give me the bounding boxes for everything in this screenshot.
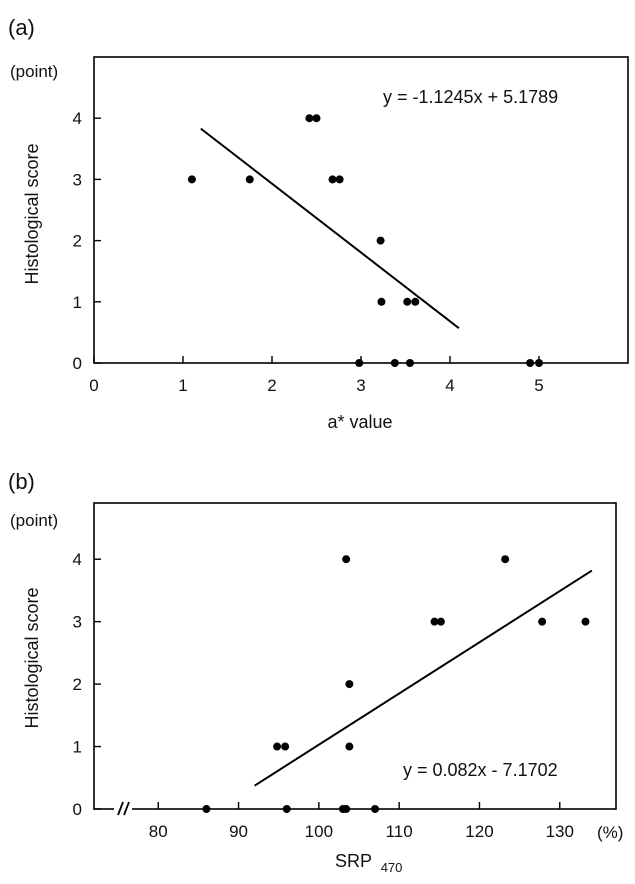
data-point — [526, 359, 535, 367]
panel-a-x-title: a* value — [327, 412, 392, 432]
data-point — [312, 114, 321, 123]
panel-a-trendline — [200, 127, 460, 330]
y-tick-label: 3 — [73, 170, 82, 189]
panel-b-points — [202, 555, 590, 813]
data-point — [187, 175, 196, 184]
data-point — [538, 617, 547, 626]
panel-a-equation: y = -1.1245x + 5.1789 — [383, 87, 558, 107]
x-tick-label: 100 — [305, 822, 333, 841]
panel-b-plot-frame — [93, 502, 617, 810]
x-tick-label: 120 — [465, 822, 493, 841]
y-tick-label: 0 — [73, 800, 82, 819]
x-tick-label: 110 — [386, 822, 413, 841]
panel-b-y-ticks: 0 1 2 3 4 — [73, 550, 101, 819]
data-point — [501, 555, 510, 564]
data-point — [430, 617, 439, 626]
panel-b-x-ticks: 80 90 100 110 120 130 — [149, 802, 574, 841]
chart-panel-b: (b) (point) 0 1 2 3 4 80 90 100 110 120 130 y = 0… — [8, 469, 623, 875]
y-tick-label: 0 — [73, 354, 82, 373]
data-point — [535, 359, 543, 367]
x-tick-label: 80 — [149, 822, 168, 841]
data-point — [376, 236, 385, 245]
data-point — [377, 297, 386, 306]
y-tick-label: 3 — [73, 613, 82, 632]
x-tick-label: 1 — [178, 376, 187, 395]
panel-b-equation: y = 0.082x - 7.1702 — [403, 760, 558, 780]
data-point — [581, 617, 590, 626]
x-tick-label: 2 — [267, 376, 276, 395]
panel-a-y-ticks: 0 1 2 3 4 — [73, 109, 101, 373]
data-point — [282, 805, 291, 813]
y-tick-label: 2 — [73, 232, 82, 251]
x-tick-label: 5 — [534, 376, 543, 395]
data-point — [335, 175, 344, 184]
panel-b-axis-break-icon — [114, 801, 132, 817]
data-point — [345, 680, 354, 689]
panel-b-x-unit: (%) — [597, 823, 623, 842]
x-tick-label: 90 — [229, 822, 248, 841]
x-tick-label: 0 — [89, 376, 98, 395]
panel-a-y-title: Histological score — [22, 143, 42, 284]
panel-a-label: (a) — [8, 15, 35, 40]
x-tick-label: 3 — [356, 376, 365, 395]
y-tick-label: 1 — [73, 293, 82, 312]
data-point — [405, 359, 414, 367]
data-point — [281, 742, 290, 751]
panel-a-points — [187, 114, 543, 367]
chart-panel-a: (a) (point) 0 1 2 3 4 0 1 2 3 4 5 y = -1.1245x + … — [8, 15, 629, 432]
panel-a-x-ticks: 0 1 2 3 4 5 — [89, 356, 544, 395]
panel-b-y-title: Histological score — [22, 587, 42, 728]
data-point — [342, 805, 351, 813]
panel-b-x-title-main: SRP — [335, 851, 372, 871]
data-point — [305, 114, 314, 123]
data-point — [390, 359, 399, 367]
data-point — [202, 805, 211, 813]
data-point — [355, 359, 364, 367]
data-point — [328, 175, 337, 184]
data-point — [371, 805, 380, 813]
y-tick-label: 2 — [73, 675, 82, 694]
x-tick-label: 130 — [546, 822, 574, 841]
panel-b-x-title-subscript: 470 — [381, 860, 403, 875]
x-tick-label: 4 — [445, 376, 454, 395]
panel-b-trendline — [254, 569, 593, 787]
y-tick-label: 1 — [73, 738, 82, 757]
y-tick-label: 4 — [73, 550, 82, 569]
panel-b-label: (b) — [8, 469, 35, 494]
panel-b-x-title: SRP 470 — [335, 851, 402, 875]
data-point — [411, 297, 420, 306]
panel-b-y-unit: (point) — [10, 511, 58, 530]
data-point — [403, 297, 412, 306]
data-point — [342, 555, 351, 564]
panel-a-y-unit: (point) — [10, 62, 58, 81]
data-point — [345, 742, 354, 751]
data-point — [273, 742, 282, 751]
data-point — [436, 617, 445, 626]
data-point — [245, 175, 254, 184]
y-tick-label: 4 — [73, 109, 82, 128]
